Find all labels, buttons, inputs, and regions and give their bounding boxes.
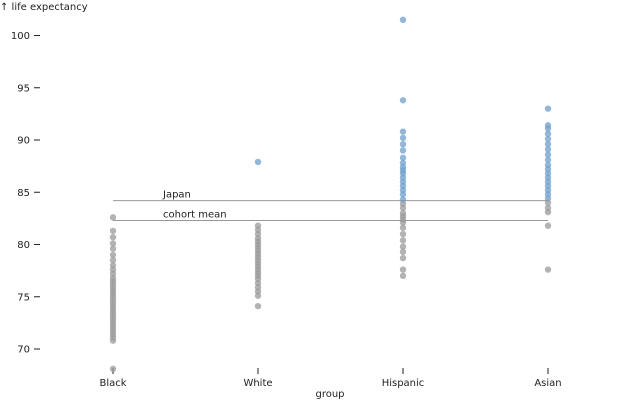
data-point <box>399 154 407 161</box>
data-point <box>399 134 407 142</box>
data-point <box>399 248 407 256</box>
data-points <box>109 16 552 373</box>
data-point <box>399 191 407 198</box>
data-point <box>254 302 262 310</box>
x-tick-label: Black <box>99 378 126 389</box>
y-tick-label: 70 <box>17 345 30 356</box>
data-point <box>544 266 552 273</box>
data-point <box>399 254 407 262</box>
data-point <box>544 156 552 164</box>
data-point <box>544 208 552 216</box>
reference-lines: Japan cohort mean <box>113 190 548 221</box>
data-point <box>399 140 407 148</box>
data-point <box>399 219 407 226</box>
data-point <box>399 237 407 244</box>
data-point <box>544 151 552 158</box>
data-point <box>109 337 117 344</box>
data-point <box>399 266 407 273</box>
reference-line-label: Japan <box>162 190 191 201</box>
data-point <box>109 256 117 264</box>
y-axis-title: ↑ life expectancy <box>0 2 88 13</box>
data-point <box>544 130 552 137</box>
data-point <box>544 199 552 206</box>
y-tick-label: 90 <box>17 136 30 147</box>
data-point <box>254 158 262 166</box>
data-point <box>544 135 552 143</box>
y-tick-label: 95 <box>17 83 30 94</box>
data-point <box>399 272 407 280</box>
y-tick-label: 85 <box>17 188 30 199</box>
data-point <box>399 204 407 212</box>
x-tick-label: Hispanic <box>382 378 425 389</box>
data-point <box>544 222 552 229</box>
data-point <box>399 243 407 250</box>
data-point <box>544 146 552 153</box>
y-tick-label: 75 <box>17 292 30 303</box>
data-point <box>544 125 552 132</box>
data-point <box>109 240 117 247</box>
x-axis-title: group <box>315 389 344 400</box>
data-point <box>109 227 117 235</box>
y-tick-label: 100 <box>11 31 30 42</box>
data-point <box>399 97 407 104</box>
y-axis: 70 75 80 85 90 95 100 <box>11 31 40 356</box>
data-point <box>399 147 407 154</box>
x-tick-label: Asian <box>534 378 561 389</box>
y-tick-label: 80 <box>17 240 30 251</box>
data-point <box>109 214 117 221</box>
data-point <box>544 105 552 112</box>
data-point <box>109 365 117 373</box>
x-tick-label: White <box>243 378 272 389</box>
x-axis: Black White Hispanic Asian <box>99 368 562 389</box>
data-point <box>254 292 262 299</box>
reference-line-label: cohort mean <box>163 209 227 220</box>
data-point <box>544 140 552 148</box>
data-point <box>399 224 407 231</box>
data-point <box>399 128 407 135</box>
data-point <box>399 16 407 24</box>
data-point <box>109 251 117 259</box>
data-point <box>109 245 117 252</box>
data-point <box>109 233 117 241</box>
data-point <box>399 230 407 238</box>
